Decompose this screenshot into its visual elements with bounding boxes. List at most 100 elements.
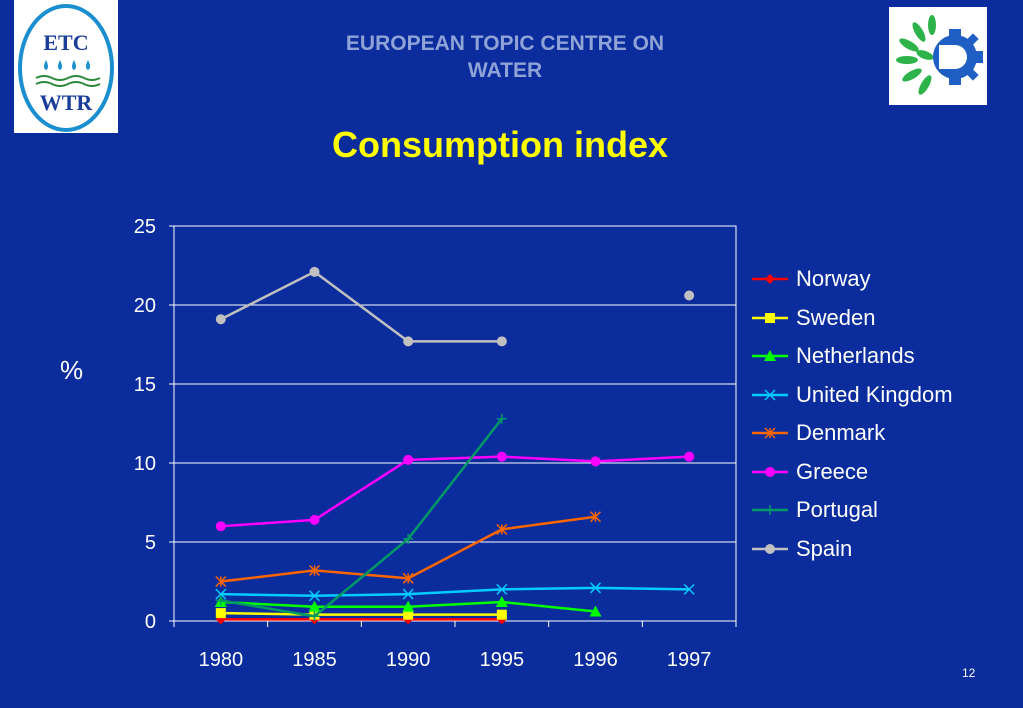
legend-marker — [764, 389, 776, 401]
data-point-united-kingdom — [308, 590, 321, 602]
data-point-netherlands — [495, 596, 508, 608]
waves-icon — [35, 75, 101, 87]
data-point-portugal — [309, 611, 320, 622]
logo-etc-text: ETC — [43, 30, 88, 55]
legend-swatch-norway — [752, 274, 788, 285]
data-point-spain — [215, 314, 226, 325]
legend-label: Norway — [796, 266, 871, 292]
series-line-greece — [220, 455, 690, 528]
data-point-spain — [684, 290, 695, 301]
legend-label: Portugal — [796, 497, 878, 523]
legend-label: Greece — [796, 458, 869, 484]
legend-marker — [765, 505, 775, 516]
legend-label: Spain — [796, 535, 853, 561]
legend-swatch-denmark — [752, 427, 788, 439]
legend-item-united-kingdom: United Kingdom — [752, 376, 953, 415]
organization-title: EUROPEAN TOPIC CENTRE ON WATER — [260, 30, 750, 84]
y-tick-label: 10 — [134, 453, 156, 475]
chart-legend: Norway Sweden Netherlands United Kingdom Den… — [752, 260, 953, 568]
data-point-denmark — [215, 575, 227, 588]
data-point-portugal — [496, 413, 507, 424]
y-tick-label: 20 — [134, 295, 156, 317]
data-point-netherlands — [402, 600, 415, 612]
series-line-portugal — [220, 417, 503, 618]
data-point-denmark — [402, 572, 414, 584]
legend-marker — [765, 543, 775, 554]
legend-swatch-united-kingdom — [752, 389, 788, 401]
data-point-denmark — [308, 564, 321, 576]
data-point-denmark — [589, 511, 602, 523]
data-point-netherlands — [589, 605, 602, 617]
legend-label: Netherlands — [796, 343, 915, 369]
y-tick-label: 15 — [134, 374, 156, 396]
data-point-greece — [496, 451, 507, 462]
leaf-wreath-icon — [896, 15, 936, 95]
data-point-greece — [309, 514, 320, 525]
legend-swatch-portugal — [752, 505, 788, 516]
legend-marker — [764, 350, 776, 362]
data-point-greece — [215, 521, 226, 532]
eea-logo-graphic — [896, 15, 983, 95]
legend-label: Denmark — [796, 420, 886, 446]
data-point-united-kingdom — [496, 583, 508, 595]
data-point-united-kingdom — [215, 588, 227, 600]
legend-item-norway: Norway — [752, 260, 953, 299]
y-tick-label: 5 — [145, 532, 156, 554]
etc-wtr-logo-graphic: ETC WTR — [18, 4, 114, 132]
legend-item-sweden: Sweden — [752, 299, 953, 338]
legend-marker — [764, 427, 776, 439]
data-point-united-kingdom — [402, 588, 414, 600]
data-point-united-kingdom — [589, 582, 602, 594]
x-tick-label: 1996 — [573, 649, 618, 671]
x-tick-label: 1980 — [199, 649, 244, 671]
legend-marker — [765, 274, 775, 285]
legend-marker — [765, 312, 775, 323]
slide-title: Consumption index — [332, 124, 668, 165]
series-line-spain — [220, 270, 502, 343]
legend-swatch-spain — [752, 543, 788, 554]
data-point-greece — [403, 454, 414, 465]
data-point-greece — [684, 451, 695, 462]
x-tick-label: 1990 — [386, 649, 431, 671]
legend-label: United Kingdom — [796, 381, 953, 407]
x-tick-label: 1985 — [292, 649, 337, 671]
page-number: 12 — [962, 666, 976, 680]
data-point-spain — [309, 266, 320, 277]
data-point-united-kingdom — [683, 583, 695, 595]
y-tick-label: 25 — [134, 216, 156, 238]
y-axis-label: % — [60, 355, 84, 385]
legend-label: Sweden — [796, 304, 876, 330]
data-point-spain — [496, 336, 507, 347]
data-point-sweden — [403, 609, 414, 620]
organization-title-line2: WATER — [467, 59, 543, 82]
legend-item-denmark: Denmark — [752, 414, 953, 453]
legend-marker — [765, 466, 775, 477]
legend-item-greece: Greece — [752, 453, 953, 492]
plot-area — [173, 225, 737, 622]
legend-item-netherlands: Netherlands — [752, 337, 953, 376]
legend-item-spain: Spain — [752, 530, 953, 569]
data-point-portugal — [215, 595, 226, 606]
data-point-spain — [403, 336, 414, 347]
data-point-greece — [590, 456, 601, 467]
legend-swatch-sweden — [752, 312, 788, 323]
series-line-united-kingdom — [220, 586, 690, 597]
logo-wtr-text: WTR — [40, 90, 94, 115]
eea-logo — [889, 7, 987, 105]
data-point-portugal — [403, 533, 414, 544]
x-tick-label: 1997 — [667, 649, 712, 671]
data-point-denmark — [496, 523, 508, 535]
legend-swatch-netherlands — [752, 350, 788, 362]
water-drops-icon — [44, 60, 90, 70]
series-line-sweden — [220, 611, 502, 616]
organization-title-line1: EUROPEAN TOPIC CENTRE ON — [345, 32, 665, 55]
data-point-sweden — [496, 609, 507, 620]
y-tick-label: 0 — [145, 611, 156, 633]
series-line-denmark — [220, 515, 596, 583]
legend-item-portugal: Portugal — [752, 491, 953, 530]
etc-wtr-logo: ETC WTR — [14, 0, 118, 133]
data-point-sweden — [215, 608, 226, 619]
x-tick-label: 1995 — [480, 649, 525, 671]
legend-swatch-greece — [752, 466, 788, 477]
